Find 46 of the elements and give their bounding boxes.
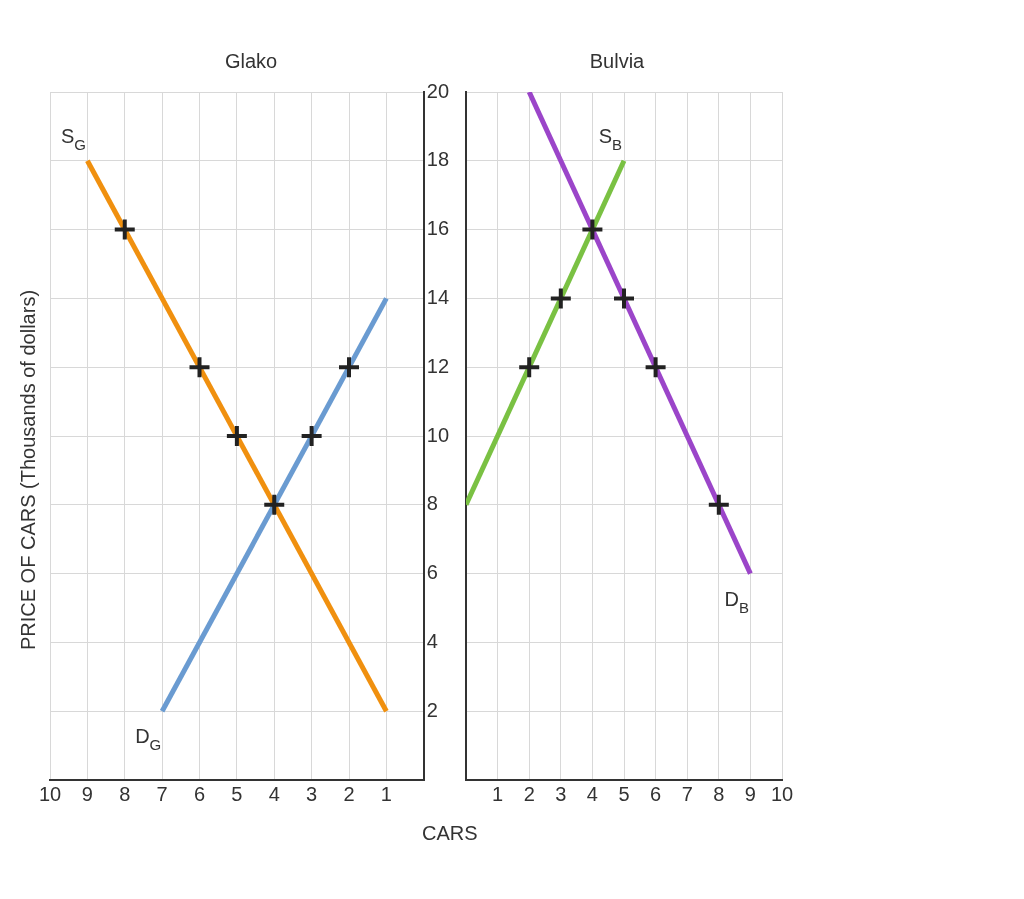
x-tick-label: 1	[380, 782, 392, 805]
y-axis-title: PRICE OF CARS (Thousands of dollars)	[16, 289, 40, 651]
point	[337, 355, 361, 380]
y-tick-label: 8	[426, 492, 438, 515]
point	[548, 286, 573, 311]
x-tick-label: 8	[713, 782, 725, 805]
x-tick-label: 4	[586, 782, 598, 805]
y-tick-label: 14	[426, 285, 449, 308]
x-tick-label: 2	[343, 782, 355, 805]
x-tick-label: 8	[119, 782, 131, 805]
y-tick-label: 12	[426, 354, 449, 377]
x-axis-title: CARS	[422, 822, 478, 845]
x-tick-label: 3	[555, 782, 567, 805]
point	[580, 217, 605, 242]
point	[299, 424, 324, 448]
x-tick-label: 5	[618, 782, 630, 805]
chart-title: Bulvia	[589, 49, 646, 72]
x-tick-label: 9	[744, 782, 756, 805]
point	[224, 424, 249, 448]
x-tick-label: 5	[231, 782, 243, 805]
point	[112, 217, 137, 242]
y-tick-label: 18	[426, 148, 449, 171]
point	[262, 492, 287, 517]
point	[187, 355, 212, 380]
x-tick-label: 2	[523, 782, 535, 805]
y-tick-label: 10	[426, 423, 449, 446]
x-tick-label: 10	[38, 782, 62, 805]
y-tick-label: 20	[426, 79, 449, 102]
x-tick-label: 6	[650, 782, 662, 805]
x-tick-label: 1	[492, 782, 504, 805]
y-tick-label: 6	[426, 561, 438, 584]
y-tick-label: 2	[426, 698, 438, 721]
x-tick-label: 9	[81, 782, 93, 805]
x-tick-label: 7	[681, 782, 693, 805]
point	[612, 286, 636, 311]
x-tick-label: 6	[193, 782, 206, 805]
point	[643, 355, 668, 380]
x-tick-label: 7	[156, 782, 168, 805]
point	[517, 355, 542, 380]
point	[706, 492, 731, 517]
chart-title: Glako	[224, 49, 278, 72]
x-tick-label: 10	[770, 782, 794, 805]
x-tick-label: 3	[306, 782, 318, 805]
y-tick-label: 4	[426, 629, 438, 652]
x-tick-label: 4	[268, 782, 280, 805]
y-tick-label: 16	[426, 217, 449, 240]
